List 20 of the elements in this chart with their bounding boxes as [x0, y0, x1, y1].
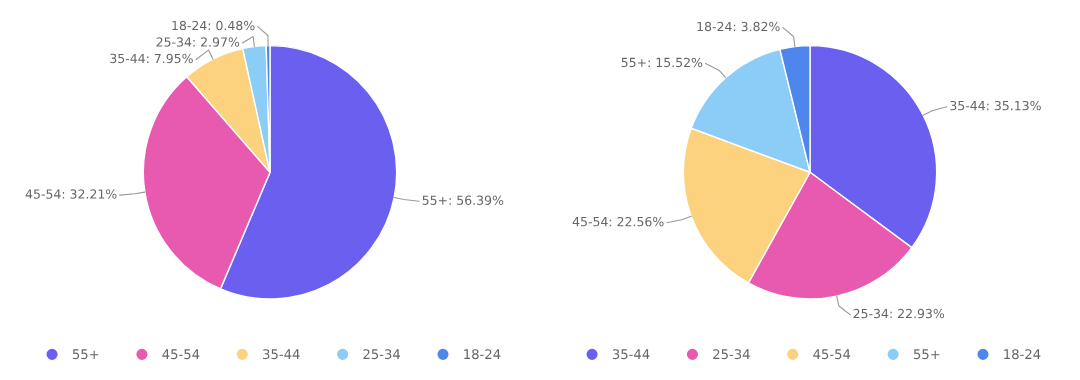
legend-label: 18-24: [1004, 349, 1041, 360]
legend-label: 45-54: [162, 349, 200, 360]
legend-label: 45-54: [813, 349, 851, 360]
legend-label: 25-34: [363, 349, 401, 360]
data-label: 45-54: 22.56%: [572, 216, 664, 227]
legend-label: 55+: [913, 349, 940, 360]
data-label: 55+: 56.39%: [422, 195, 504, 205]
data-label: 18-24: 0.48%: [172, 20, 255, 31]
data-label: 35-44: 35.13%: [950, 100, 1041, 111]
data-label: 18-24: 3.82%: [697, 21, 780, 32]
data-label: 55+: 15.52%: [621, 57, 703, 68]
legend-label: 25-34: [713, 349, 750, 360]
legend-label: 35-44: [612, 349, 650, 360]
data-label: 45-54: 32.21%: [25, 189, 117, 199]
data-label: 35-44: 7.95%: [110, 53, 193, 64]
legend-label: 18-24: [464, 349, 501, 360]
legend-label: 55+: [72, 349, 99, 360]
data-label: 25-34: 2.97%: [156, 37, 240, 47]
legend-label: 35-44: [263, 349, 300, 360]
data-label: 25-34: 22.93%: [853, 308, 945, 319]
